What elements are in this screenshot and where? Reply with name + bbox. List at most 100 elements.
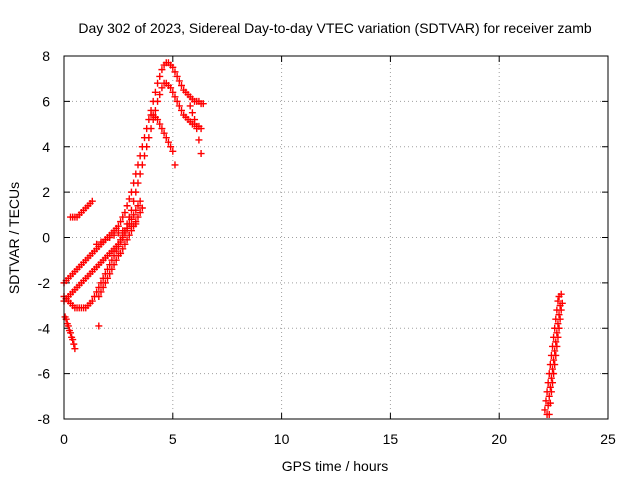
data-point [136,209,144,217]
data-point [178,106,186,114]
data-point [151,106,159,114]
data-point [549,365,557,373]
data-point [551,361,559,369]
data-point [88,197,96,205]
data-point [197,150,205,158]
series-8 [147,111,179,169]
data-point [552,351,560,359]
data-point [145,134,153,142]
data-point [125,195,133,203]
data-point [178,81,186,89]
data-points [60,59,566,418]
data-point [127,222,135,230]
data-point [108,265,116,273]
data-point [164,138,172,146]
data-point [167,84,175,92]
series-7 [95,322,103,330]
data-point [175,102,183,110]
data-point [130,211,138,219]
data-point [156,120,164,128]
x-tick-label: 20 [491,431,507,447]
data-point [171,68,179,76]
data-point [550,370,558,378]
series-9 [186,102,205,158]
data-point [143,143,151,151]
data-point [104,274,112,282]
data-point [132,220,140,228]
data-point [545,392,553,400]
data-point [119,245,127,253]
data-point [114,222,122,230]
y-tick-label: 2 [42,184,50,200]
data-point [123,224,131,232]
data-point [130,197,138,205]
y-tick-label: 0 [42,230,50,246]
grid [64,56,608,419]
y-axis-label: SDTVAR / TECUs [6,182,22,294]
data-point [555,292,563,300]
data-point [169,88,177,96]
data-point [554,320,562,328]
y-tick-label: 8 [42,48,50,64]
data-point [547,388,555,396]
data-point [101,279,109,287]
data-point [154,116,162,124]
data-point [156,72,164,80]
data-point [125,231,133,239]
data-point [138,204,146,212]
data-point [553,329,561,337]
data-point [69,336,77,344]
data-point [71,345,79,353]
data-point [136,197,144,205]
data-point [158,84,166,92]
data-point [112,256,120,264]
data-point [93,240,101,248]
data-point [169,63,177,71]
data-point [175,77,183,85]
data-point [158,66,166,74]
axis-ticks: 0 5 10 15 20 25 -8 -6 -4 -2 0 2 4 6 8 [38,48,616,447]
data-point [546,383,554,391]
data-point [171,93,179,101]
series-0 [60,59,207,287]
data-point [551,347,559,355]
data-point [64,322,72,330]
data-point [134,179,142,187]
data-point [191,116,199,124]
data-point [550,356,558,364]
data-point [154,79,162,87]
data-point [554,333,562,341]
data-point [156,91,164,99]
data-point [162,134,170,142]
data-point [154,97,162,105]
data-point [160,129,168,137]
data-point [70,340,78,348]
plot-frame [63,55,609,420]
x-tick-label: 10 [274,431,290,447]
x-axis-label: GPS time / hours [282,458,389,474]
data-point [117,238,125,246]
x-tick-label: 15 [383,431,399,447]
data-point [558,299,566,307]
data-point [121,240,129,248]
data-point [119,213,127,221]
data-point [199,100,207,108]
data-point [99,283,107,291]
data-point [117,249,125,257]
series-6 [61,313,79,353]
data-point [158,125,166,133]
data-point [97,238,105,246]
data-point [167,143,175,151]
data-point [547,374,555,382]
data-point [557,306,565,314]
data-point [119,227,127,235]
data-point [171,161,179,169]
data-point [106,270,114,278]
data-point [193,125,201,133]
data-point [545,410,553,418]
x-tick-label: 5 [169,431,177,447]
data-point [106,234,114,241]
data-point [173,97,181,105]
data-point [121,209,129,217]
data-point [195,136,203,144]
